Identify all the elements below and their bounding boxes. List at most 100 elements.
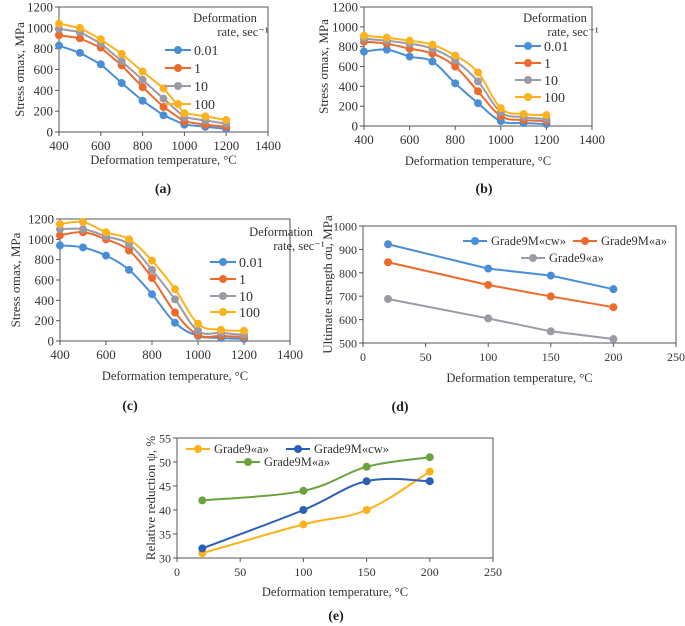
data-point — [171, 285, 179, 294]
legend-label: Grade9M«cw» — [314, 442, 389, 456]
y-tick-label: 45 — [159, 480, 171, 494]
x-tick-label: 600 — [91, 138, 111, 153]
y-tick-label: 40 — [159, 504, 171, 518]
data-point — [171, 318, 179, 327]
data-point — [484, 314, 493, 323]
series-line-Grade9«a» — [387, 298, 614, 341]
data-point — [484, 264, 493, 273]
x-axis-label: Deformation temperature, °C — [446, 371, 592, 385]
y-tick-label: 900 — [339, 243, 357, 257]
x-tick-label: 1400 — [277, 347, 303, 362]
panel-label: (b) — [475, 182, 492, 197]
data-point — [117, 79, 126, 88]
panel-label: (a) — [155, 182, 172, 197]
x-tick-label: 150 — [542, 350, 560, 364]
legend-label: Grade9«a» — [214, 442, 269, 456]
data-point — [217, 325, 225, 334]
legend-marker — [471, 237, 479, 245]
y-axis-label: Stress σmax, MPa — [8, 232, 23, 327]
legend-label: 10 — [194, 80, 208, 95]
data-point — [171, 295, 179, 304]
y-tick-label: 1000 — [27, 20, 53, 35]
legend-label: 1 — [544, 57, 551, 72]
data-point — [79, 218, 87, 227]
y-tick-label: 50 — [159, 456, 171, 470]
data-point — [125, 246, 133, 255]
data-point — [382, 33, 391, 42]
legend-label: Grade9M«a» — [264, 455, 330, 469]
legend-marker — [219, 292, 227, 300]
y-tick-label: 200 — [339, 99, 359, 114]
chart-c: 0 200 400 600 800 1000 1200 400 600 800 1000 1200 14… — [8, 212, 325, 415]
data-point — [180, 109, 189, 118]
x-tick-label: 1400 — [579, 132, 605, 147]
panel-label: (e) — [328, 609, 344, 624]
data-point — [384, 258, 393, 267]
chart-a: 0 200 400 600 800 1000 1200 400 600 800 1000 1200 14… — [12, 0, 281, 197]
data-point — [198, 496, 207, 505]
y-tick-label: 1000 — [333, 220, 357, 234]
legend-label: Grade9«a» — [549, 251, 604, 265]
data-point — [519, 110, 528, 119]
y-tick-label: 1200 — [28, 212, 54, 227]
y-tick-label: 600 — [35, 273, 55, 288]
data-point — [55, 41, 63, 50]
chart-b: 0 200 400 600 800 1000 1200 400 600 800 1000 1200 14… — [316, 0, 605, 197]
legend-subtitle: rate, sec⁻¹ — [217, 25, 269, 39]
legend-label: 1 — [239, 273, 246, 288]
legend-label: 0.01 — [194, 44, 219, 59]
data-point — [75, 23, 84, 32]
data-point — [384, 240, 393, 249]
data-point — [546, 271, 555, 280]
x-tick-label: 1200 — [213, 138, 239, 153]
data-point — [360, 47, 368, 56]
data-point — [299, 520, 308, 529]
legend-label: 100 — [544, 91, 565, 106]
data-point — [451, 79, 460, 88]
y-tick-label: 800 — [339, 266, 357, 280]
data-point — [171, 308, 179, 317]
legend-marker — [219, 258, 227, 266]
x-tick-label: 600 — [96, 347, 116, 362]
x-tick-label: 400 — [50, 347, 70, 362]
x-tick-label: 50 — [420, 350, 432, 364]
x-tick-label: 800 — [445, 132, 465, 147]
y-tick-label: 600 — [339, 59, 359, 74]
legend-label: 10 — [239, 290, 253, 305]
y-tick-label: 0 — [352, 119, 359, 134]
y-tick-label: 500 — [339, 337, 357, 351]
x-tick-label: 800 — [142, 347, 162, 362]
data-point — [148, 290, 156, 299]
data-point — [360, 31, 368, 40]
x-tick-label: 1000 — [488, 132, 514, 147]
legend-marker — [294, 445, 302, 453]
data-point — [405, 52, 414, 61]
data-point — [148, 256, 156, 265]
y-tick-label: 600 — [34, 62, 54, 77]
data-point — [148, 273, 156, 282]
data-point — [117, 49, 126, 58]
legend-title: Deformation — [523, 11, 588, 25]
legend-marker — [529, 254, 537, 262]
y-tick-label: 800 — [35, 252, 55, 267]
plot-frame — [176, 437, 494, 559]
data-point — [125, 265, 133, 274]
data-point — [201, 112, 210, 121]
data-point — [362, 506, 371, 514]
y-tick-label: 400 — [339, 79, 359, 94]
data-point — [405, 36, 414, 45]
data-point — [138, 83, 147, 92]
y-tick-label: 55 — [159, 432, 171, 446]
data-point — [474, 77, 482, 86]
data-point — [75, 48, 84, 57]
x-tick-label: 250 — [667, 350, 685, 364]
panel-label: (c) — [122, 399, 138, 414]
x-tick-label: 1000 — [171, 138, 197, 153]
data-point — [55, 19, 63, 28]
data-point — [382, 45, 391, 54]
x-axis-label: Deformation temperature, °C — [102, 369, 248, 383]
y-tick-label: 1000 — [28, 232, 54, 247]
data-point — [102, 251, 110, 260]
